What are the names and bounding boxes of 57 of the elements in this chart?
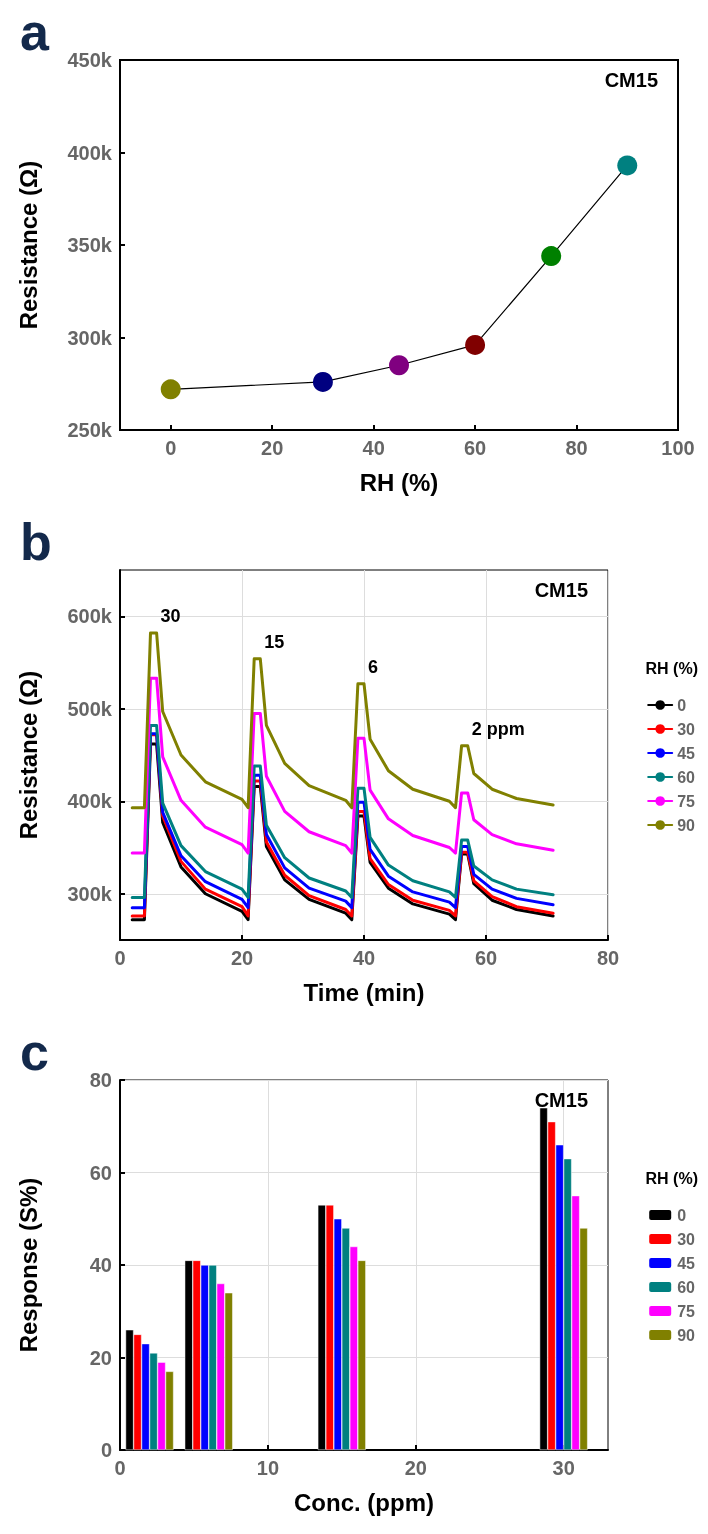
x-tick-label: 40	[352, 947, 376, 969]
y-tick-label: 400k	[67, 790, 113, 813]
y-tick-label: 0	[100, 1439, 112, 1461]
legend-label: 60	[677, 768, 696, 786]
x-tick-label: 20	[404, 1457, 427, 1479]
legend-label: 45	[677, 744, 696, 762]
y-tick-label: 20	[89, 1346, 112, 1369]
x-tick-label: 60	[474, 947, 498, 969]
x-tick-label: 30	[552, 1457, 575, 1479]
x-tick-label: 10	[256, 1457, 279, 1479]
x-axis-title: Time (min)	[303, 978, 425, 1006]
y-axis-title: Response (S%)	[14, 1177, 42, 1353]
legend-label: 75	[677, 1302, 696, 1320]
x-tick-label: 40	[362, 437, 385, 459]
legend-label: 90	[677, 1326, 696, 1344]
y-tick-label: 60	[89, 1161, 112, 1184]
text: a	[20, 3, 50, 61]
annotation: CM15	[534, 579, 589, 601]
y-tick-label: 450k	[67, 49, 113, 71]
y-tick-label: 350k	[67, 234, 113, 256]
annotation: 30	[160, 605, 181, 626]
y-tick-label: 300k	[67, 882, 113, 905]
legend-label: 75	[677, 792, 696, 810]
x-tick-label: 80	[565, 437, 588, 459]
annotation: CM15	[604, 69, 659, 91]
y-tick-label: 400k	[67, 141, 113, 164]
text: b	[20, 513, 52, 571]
x-tick-label: 0	[165, 437, 177, 459]
legend-label: 90	[677, 816, 696, 834]
y-tick-label: 600k	[67, 605, 113, 628]
annotation: 2 ppm	[471, 718, 525, 739]
legend-label: 30	[677, 720, 696, 738]
x-tick-label: 80	[596, 947, 620, 969]
annotation: CM15	[534, 1089, 589, 1111]
x-tick-label: 20	[230, 947, 254, 969]
y-tick-label: 40	[89, 1254, 112, 1276]
x-tick-label: 60	[463, 437, 487, 459]
annotation: 6	[368, 656, 379, 677]
y-axis-title: Resistance (Ω)	[14, 670, 42, 840]
x-axis-title: Conc. (ppm)	[294, 1488, 434, 1516]
y-tick-label: 500k	[67, 697, 113, 720]
annotation: 15	[264, 631, 285, 652]
legend-title: RH (%)	[645, 1169, 698, 1187]
legend-label: 45	[677, 1254, 696, 1272]
legend-label: 30	[677, 1230, 696, 1248]
y-tick-label: 300k	[67, 326, 113, 349]
text: c	[20, 1023, 49, 1081]
legend-title: RH (%)	[645, 659, 698, 677]
y-tick-label: 250k	[67, 419, 113, 441]
legend-label: 60	[677, 1278, 696, 1296]
x-tick-label: 100	[661, 437, 695, 459]
y-axis-title: Resistance (Ω)	[14, 160, 42, 330]
legend-label: 0	[677, 1206, 687, 1224]
x-tick-label: 20	[261, 437, 284, 459]
x-axis-title: RH (%)	[359, 468, 439, 496]
y-tick-label: 80	[89, 1069, 112, 1091]
legend-label: 0	[677, 696, 687, 714]
